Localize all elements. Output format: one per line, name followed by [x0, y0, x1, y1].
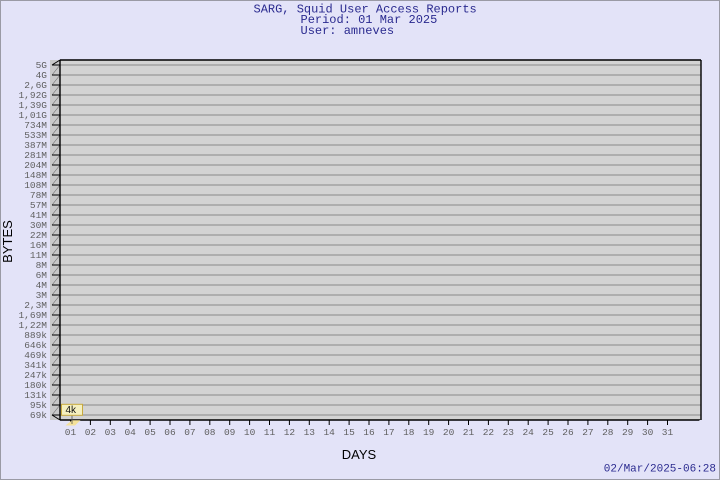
svg-text:16: 16 [363, 427, 375, 438]
svg-text:11: 11 [264, 427, 276, 438]
svg-text:30: 30 [642, 427, 654, 438]
svg-text:27: 27 [582, 427, 593, 438]
svg-text:22: 22 [483, 427, 495, 438]
svg-text:01: 01 [65, 427, 77, 438]
svg-text:02/Mar/2025-06:28: 02/Mar/2025-06:28 [604, 464, 716, 476]
svg-text:12: 12 [284, 427, 296, 438]
svg-text:06: 06 [164, 427, 176, 438]
svg-text:04: 04 [124, 427, 136, 438]
svg-text:23: 23 [503, 427, 515, 438]
svg-text:10: 10 [244, 427, 256, 438]
svg-text:18: 18 [403, 427, 415, 438]
svg-text:17: 17 [383, 427, 394, 438]
svg-text:08: 08 [204, 427, 216, 438]
svg-text:02: 02 [85, 427, 97, 438]
svg-text:BYTES: BYTES [0, 220, 15, 263]
svg-text:DAYS: DAYS [342, 447, 377, 462]
svg-text:13: 13 [304, 427, 316, 438]
svg-text:4k: 4k [66, 405, 78, 416]
svg-text:03: 03 [105, 427, 117, 438]
svg-text:26: 26 [562, 427, 574, 438]
svg-text:05: 05 [144, 427, 156, 438]
svg-text:20: 20 [443, 427, 455, 438]
svg-text:15: 15 [343, 427, 355, 438]
svg-text:25: 25 [542, 427, 554, 438]
svg-text:07: 07 [184, 427, 195, 438]
svg-text:29: 29 [622, 427, 634, 438]
svg-text:31: 31 [662, 427, 674, 438]
svg-text:28: 28 [602, 427, 614, 438]
svg-text:09: 09 [224, 427, 236, 438]
svg-text:69k: 69k [30, 410, 47, 421]
svg-text:24: 24 [522, 427, 534, 438]
svg-text:User: amneves: User: amneves [301, 24, 395, 38]
svg-text:19: 19 [423, 427, 435, 438]
svg-text:14: 14 [323, 427, 335, 438]
svg-text:21: 21 [463, 427, 475, 438]
